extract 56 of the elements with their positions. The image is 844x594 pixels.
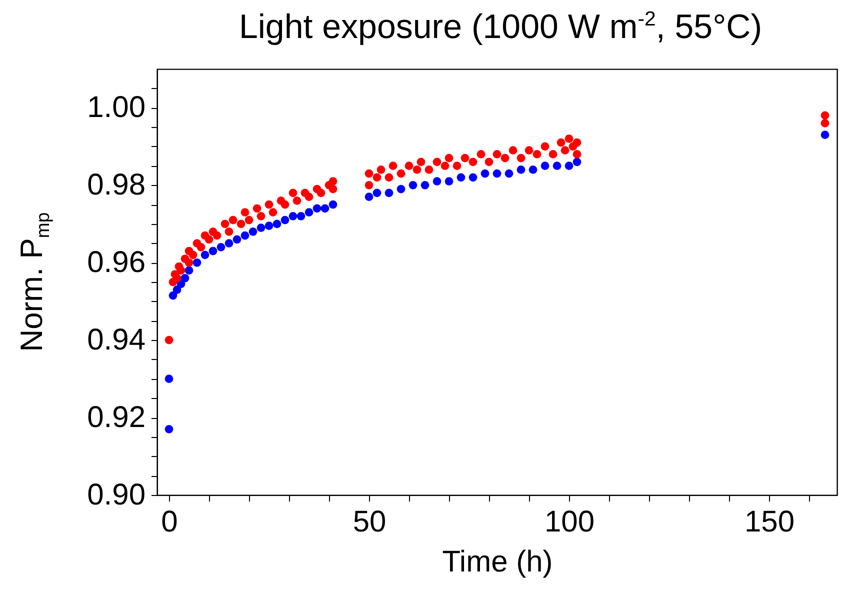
- point: [224, 239, 234, 248]
- point: [468, 173, 478, 182]
- point: [396, 184, 406, 194]
- point: [200, 250, 210, 260]
- point: [180, 274, 190, 282]
- point: [248, 227, 258, 236]
- point: [296, 212, 306, 220]
- point: [528, 166, 538, 174]
- point: [564, 162, 574, 170]
- point: [540, 162, 550, 170]
- y-tick-label: 0.90: [87, 478, 146, 512]
- x-axis-title: Time (h): [442, 546, 553, 578]
- point: [432, 177, 442, 186]
- point: [272, 220, 282, 228]
- point: [240, 231, 250, 240]
- x-tick-label: 0: [161, 506, 178, 538]
- point: [516, 166, 526, 174]
- point: [164, 424, 174, 434]
- point: [420, 181, 430, 190]
- point: [372, 188, 382, 198]
- x-tick-label: 100: [544, 506, 595, 538]
- point: [216, 242, 226, 252]
- x-tick-label: 150: [744, 506, 795, 538]
- point: [172, 286, 182, 294]
- x-tick-label: 50: [352, 506, 386, 538]
- point: [232, 235, 242, 244]
- point: [328, 200, 338, 209]
- point: [572, 158, 582, 166]
- point: [504, 169, 514, 178]
- point: [256, 224, 266, 232]
- point: [480, 169, 490, 178]
- point: [312, 204, 322, 213]
- point: [280, 216, 290, 224]
- y-tick-label: 0.92: [87, 401, 146, 434]
- point: [820, 130, 830, 140]
- point: [208, 246, 218, 256]
- point: [304, 208, 314, 216]
- y-tick-label: 1.00: [87, 91, 146, 124]
- y-tick-label: 0.96: [87, 246, 146, 280]
- point: [456, 173, 466, 182]
- point: [492, 169, 502, 178]
- point: [384, 188, 394, 198]
- point: [364, 192, 374, 201]
- point: [164, 374, 174, 383]
- point: [552, 162, 562, 170]
- point: [184, 266, 194, 275]
- point: [320, 204, 330, 213]
- point: [264, 222, 274, 230]
- point: [168, 291, 178, 300]
- point: [408, 181, 418, 190]
- point: [192, 258, 202, 267]
- chart-title: Light exposure (1000 W m$^{-2}$, 55°C): [238, 8, 764, 47]
- point: [444, 177, 454, 186]
- y-tick-label: 0.98: [87, 168, 146, 202]
- point: [288, 212, 298, 220]
- y-tick-label: 0.94: [87, 324, 146, 357]
